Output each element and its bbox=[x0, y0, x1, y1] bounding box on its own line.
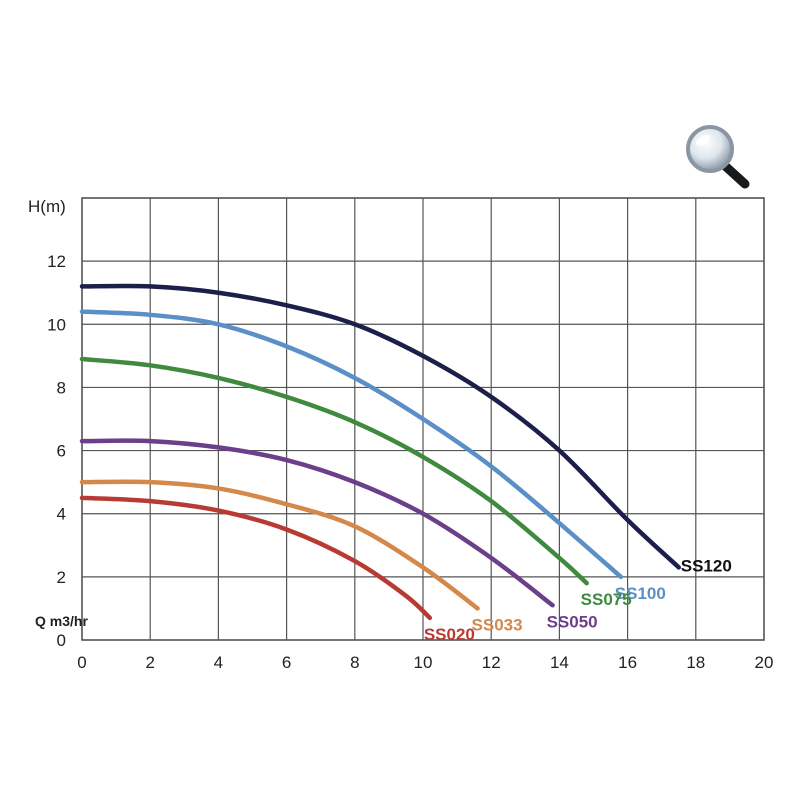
series-line-ss075 bbox=[79, 356, 589, 586]
series-line-ss020 bbox=[79, 495, 433, 621]
y-tick-label: 12 bbox=[47, 252, 66, 271]
x-tick-label: 12 bbox=[482, 653, 501, 672]
series-label-ss075: SS075 bbox=[581, 590, 632, 609]
x-tick-label: 0 bbox=[77, 653, 86, 672]
x-tick-label: 20 bbox=[755, 653, 774, 672]
x-tick-label: 4 bbox=[214, 653, 223, 672]
x-tick-label: 2 bbox=[145, 653, 154, 672]
series-label-ss050: SS050 bbox=[547, 612, 598, 631]
series-line-ss033 bbox=[79, 479, 480, 611]
series-line-ss120 bbox=[79, 283, 681, 570]
x-tick-label: 8 bbox=[350, 653, 359, 672]
series-label-ss033: SS033 bbox=[472, 615, 523, 634]
x-tick-label: 14 bbox=[550, 653, 569, 672]
series-lines bbox=[79, 283, 681, 621]
axis-ticks: 0 2 4 6 8 10 12 14 16 18 20 0 2 4 6 8 10 12 bbox=[47, 252, 773, 672]
x-tick-label: 6 bbox=[282, 653, 291, 672]
y-axis-label: H(m) bbox=[28, 197, 66, 216]
y-tick-label: 2 bbox=[57, 568, 66, 587]
series-label-ss020: SS020 bbox=[424, 625, 475, 644]
y-tick-label: 6 bbox=[57, 442, 66, 461]
x-tick-label: 16 bbox=[618, 653, 637, 672]
x-tick-label: 18 bbox=[686, 653, 705, 672]
x-tick-label: 10 bbox=[414, 653, 433, 672]
y-tick-label: 4 bbox=[57, 505, 66, 524]
series-line-ss100 bbox=[79, 309, 624, 580]
y-tick-label: 8 bbox=[57, 378, 66, 397]
series-label-ss100: SS100 bbox=[615, 584, 666, 603]
series-line-ss050 bbox=[79, 438, 555, 608]
y-tick-label: 10 bbox=[47, 315, 66, 334]
series-label-ss120: SS120 bbox=[681, 556, 732, 575]
x-axis-label: Q m3/hr bbox=[35, 613, 88, 629]
chart-grid bbox=[81, 197, 765, 641]
magnifier-icon[interactable] bbox=[683, 122, 753, 192]
y-tick-label: 0 bbox=[57, 631, 66, 650]
